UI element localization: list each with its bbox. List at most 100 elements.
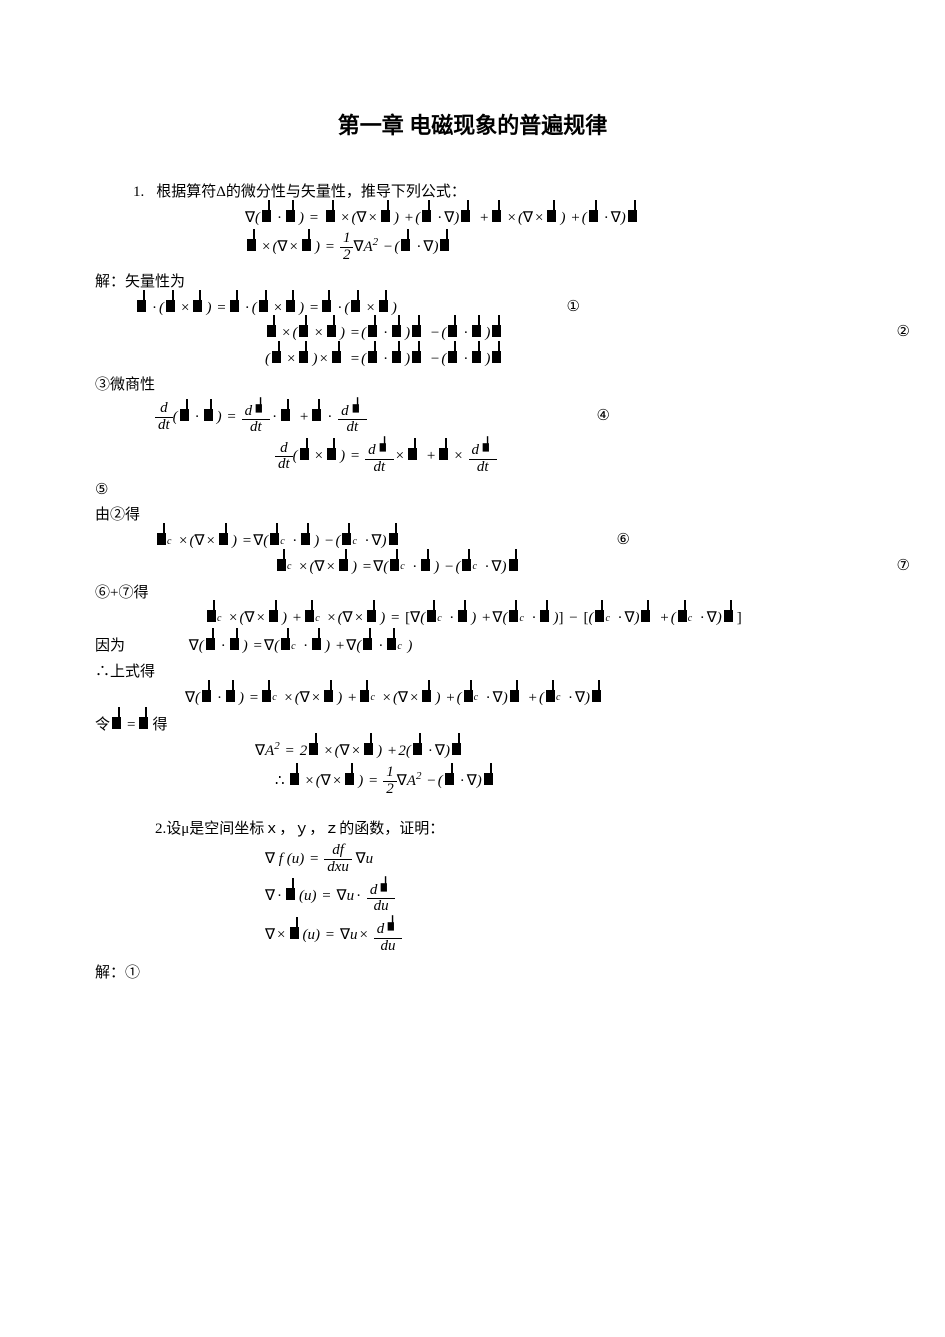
vector-glyph	[300, 529, 313, 545]
vector-glyph	[444, 769, 457, 785]
sum-heading: ⑥+⑦得	[95, 583, 850, 605]
vector-glyph	[439, 235, 452, 251]
vector-glyph	[447, 347, 460, 363]
vector-glyph	[588, 206, 601, 222]
vector-glyph	[350, 296, 363, 312]
vector-glyph	[138, 713, 151, 729]
vector-glyph: c	[386, 634, 406, 650]
vector-glyph	[379, 441, 388, 452]
problem-1: 1. 根据算符Δ的微分性与矢量性，推导下列公式：	[95, 182, 850, 204]
vector-glyph	[280, 405, 293, 421]
vector-glyph	[246, 235, 259, 251]
vector-glyph	[363, 739, 376, 755]
vector-glyph	[285, 296, 298, 312]
vector-glyph	[111, 713, 124, 729]
vector-glyph	[421, 686, 434, 702]
sum-eq: c×(∇×) +c×(∇×) = [∇(c·) +∇(c·)] − [(c·∇)…	[95, 606, 850, 630]
vector-glyph: c	[508, 606, 528, 622]
vector-glyph	[491, 321, 504, 337]
vector-glyph	[352, 401, 361, 412]
problem-2-solution-label: 解：①	[95, 963, 850, 985]
vector-glyph	[338, 555, 351, 571]
vector-glyph	[289, 923, 302, 939]
vector-glyph	[491, 206, 504, 222]
vector-glyph	[258, 296, 271, 312]
equation-tag: ⑦	[897, 556, 910, 578]
vector-identity-3: (×)× =(·) −(·)	[95, 347, 850, 371]
vector-glyph	[380, 880, 389, 891]
because-label: 因为	[95, 636, 155, 658]
vector-glyph	[298, 347, 311, 363]
problem-1-eq-1: ∇(·) = ×(∇×) +(·∇) +×(∇×) +(·∇)	[95, 206, 850, 230]
vector-glyph	[391, 321, 404, 337]
vector-glyph	[509, 686, 522, 702]
vector-glyph	[289, 769, 302, 785]
vector-glyph	[268, 606, 281, 622]
vector-glyph: c	[276, 555, 296, 571]
vector-glyph	[451, 739, 464, 755]
equation-tag: ①	[567, 297, 580, 319]
vector-glyph	[308, 739, 321, 755]
vector-glyph: c	[261, 686, 281, 702]
solution-1-heading: 解：矢量性为	[95, 272, 850, 294]
vector-glyph	[205, 634, 218, 650]
vector-glyph	[366, 606, 379, 622]
vector-glyph	[508, 555, 521, 571]
vector-glyph	[323, 686, 336, 702]
vector-glyph	[325, 206, 338, 222]
let-eq-2: ∴ ×(∇×) = 12∇A2 −(·∇)	[95, 765, 850, 798]
vector-glyph	[407, 444, 420, 460]
vector-glyph	[285, 206, 298, 222]
vector-glyph	[367, 347, 380, 363]
vector-glyph	[471, 321, 484, 337]
vector-glyph	[285, 884, 298, 900]
vector-glyph: c	[269, 529, 289, 545]
vector-glyph: c	[426, 606, 446, 622]
vector-glyph: c	[156, 529, 176, 545]
derivative-identity-2: ddt(×) = ddt× +× ddt	[95, 438, 850, 476]
vector-glyph	[539, 606, 552, 622]
from2-eq-1: c×(∇×) =∇(c·) −(c·∇) ⑥	[95, 529, 850, 553]
vector-glyph	[201, 686, 214, 702]
vector-identity-2: ×(×) =(·) −(·) ②	[95, 321, 850, 345]
vector-glyph	[229, 296, 242, 312]
vector-glyph	[321, 296, 334, 312]
vector-glyph	[378, 296, 391, 312]
let-row: 令=得	[95, 713, 850, 737]
vector-glyph	[380, 206, 393, 222]
derivative-heading: ③微商性	[95, 375, 850, 397]
vector-glyph	[218, 529, 231, 545]
vector-glyph	[298, 321, 311, 337]
let-prefix: 令	[95, 717, 110, 733]
vector-glyph	[326, 321, 339, 337]
vector-glyph: c	[206, 606, 226, 622]
vector-glyph	[311, 634, 324, 650]
vector-glyph	[266, 321, 279, 337]
vector-glyph	[165, 296, 178, 312]
vector-glyph	[412, 739, 425, 755]
vector-glyph	[591, 686, 604, 702]
vector-glyph	[411, 347, 424, 363]
vector-glyph	[640, 606, 653, 622]
vector-glyph	[271, 347, 284, 363]
derivative-identity-1: ddt(·) = ddt· +· ddt ④	[95, 399, 850, 437]
vector-glyph	[261, 206, 274, 222]
vector-glyph	[179, 405, 192, 421]
from-2-label: 由②得	[95, 505, 850, 527]
vector-glyph	[387, 920, 396, 931]
vector-glyph	[546, 206, 559, 222]
vector-glyph	[225, 686, 238, 702]
vector-identity-1: ·(×) =·(×) =·(×) ①	[95, 296, 850, 320]
equation-tag: ⑥	[617, 530, 630, 552]
vector-glyph	[400, 235, 413, 251]
vector-glyph	[203, 405, 216, 421]
therefore-eq: ∇(·) =c×(∇×) +c×(∇×) +(c·∇) +(c·∇)	[95, 686, 850, 710]
problem-2-eq-1: ∇ f (u) = dfdxu ∇u	[95, 843, 850, 876]
vector-glyph	[471, 347, 484, 363]
vector-glyph	[331, 347, 344, 363]
equation-tag: ②	[897, 322, 910, 344]
vector-glyph	[723, 606, 736, 622]
vector-glyph	[421, 206, 434, 222]
vector-glyph: c	[389, 555, 409, 571]
vector-glyph	[301, 235, 314, 251]
